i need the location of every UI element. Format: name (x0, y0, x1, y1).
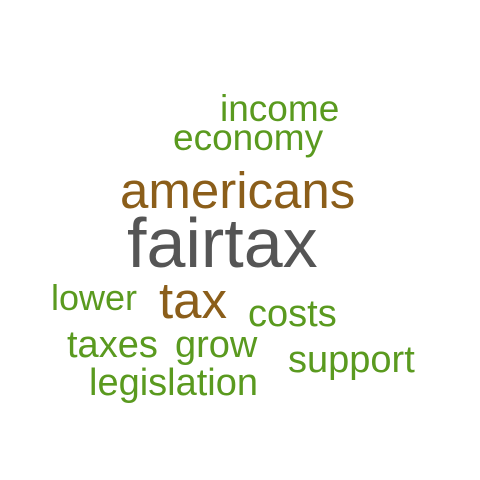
word-support: support (288, 339, 415, 381)
word-lower: lower (51, 277, 138, 318)
word-fairtax: fairtax (127, 204, 318, 282)
word-taxes: taxes (67, 324, 158, 366)
word-grow: grow (175, 324, 258, 366)
word-legislation: legislation (89, 362, 258, 404)
word-tax: tax (159, 272, 228, 329)
word-costs: costs (248, 293, 337, 335)
word-americans: americans (120, 162, 356, 219)
word-income: income (220, 88, 340, 129)
word-economy: economy (173, 117, 324, 158)
